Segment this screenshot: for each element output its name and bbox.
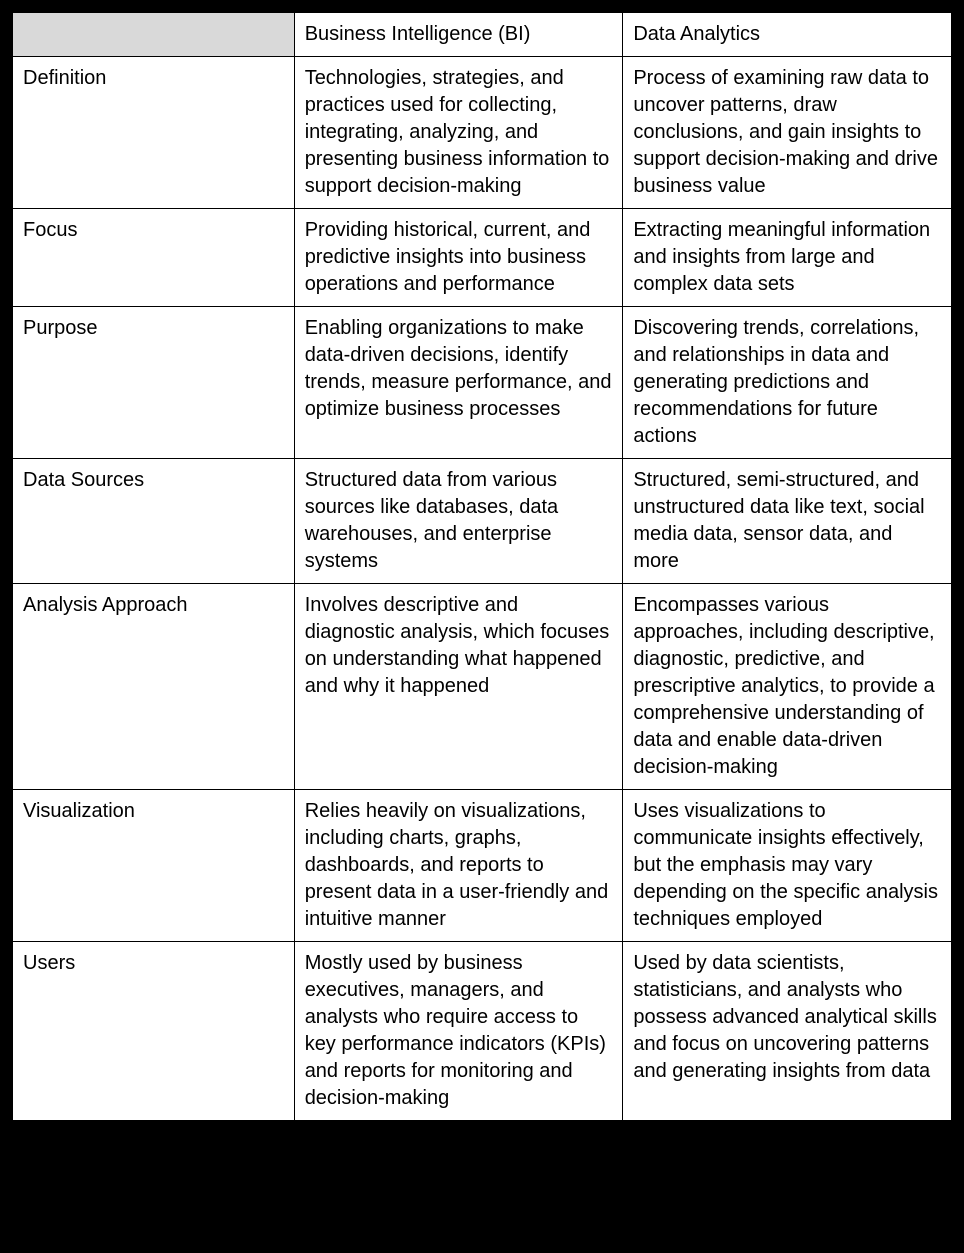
table-body: Definition Technologies, strategies, and… <box>13 57 952 1121</box>
table-row: Data Sources Structured data from variou… <box>13 459 952 584</box>
bi-cell: Technologies, strategies, and practices … <box>294 57 623 209</box>
bi-cell: Involves descriptive and diagnostic anal… <box>294 584 623 790</box>
table-row: Purpose Enabling organizations to make d… <box>13 307 952 459</box>
table-header-row: Business Intelligence (BI) Data Analytic… <box>13 13 952 57</box>
table-row: Analysis Approach Involves descriptive a… <box>13 584 952 790</box>
bi-cell: Enabling organizations to make data-driv… <box>294 307 623 459</box>
da-cell: Used by data scientists, statisticians, … <box>623 942 952 1121</box>
header-corner-cell <box>13 13 295 57</box>
aspect-cell: Focus <box>13 209 295 307</box>
aspect-cell: Purpose <box>13 307 295 459</box>
aspect-cell: Analysis Approach <box>13 584 295 790</box>
table-row: Definition Technologies, strategies, and… <box>13 57 952 209</box>
da-cell: Encompasses various approaches, includin… <box>623 584 952 790</box>
header-bi: Business Intelligence (BI) <box>294 13 623 57</box>
table-row: Users Mostly used by business executives… <box>13 942 952 1121</box>
comparison-table: Business Intelligence (BI) Data Analytic… <box>12 12 952 1121</box>
aspect-cell: Data Sources <box>13 459 295 584</box>
aspect-cell: Definition <box>13 57 295 209</box>
aspect-cell: Users <box>13 942 295 1121</box>
header-da: Data Analytics <box>623 13 952 57</box>
da-cell: Process of examining raw data to uncover… <box>623 57 952 209</box>
bi-cell: Mostly used by business executives, mana… <box>294 942 623 1121</box>
da-cell: Discovering trends, correlations, and re… <box>623 307 952 459</box>
table-row: Visualization Relies heavily on visualiz… <box>13 790 952 942</box>
bi-cell: Relies heavily on visualizations, includ… <box>294 790 623 942</box>
aspect-cell: Visualization <box>13 790 295 942</box>
da-cell: Extracting meaningful information and in… <box>623 209 952 307</box>
table-row: Focus Providing historical, current, and… <box>13 209 952 307</box>
da-cell: Uses visualizations to communicate insig… <box>623 790 952 942</box>
da-cell: Structured, semi-structured, and unstruc… <box>623 459 952 584</box>
comparison-table-wrapper: Business Intelligence (BI) Data Analytic… <box>12 12 952 1121</box>
bi-cell: Providing historical, current, and predi… <box>294 209 623 307</box>
bottom-spacer <box>12 1121 952 1241</box>
bi-cell: Structured data from various sources lik… <box>294 459 623 584</box>
